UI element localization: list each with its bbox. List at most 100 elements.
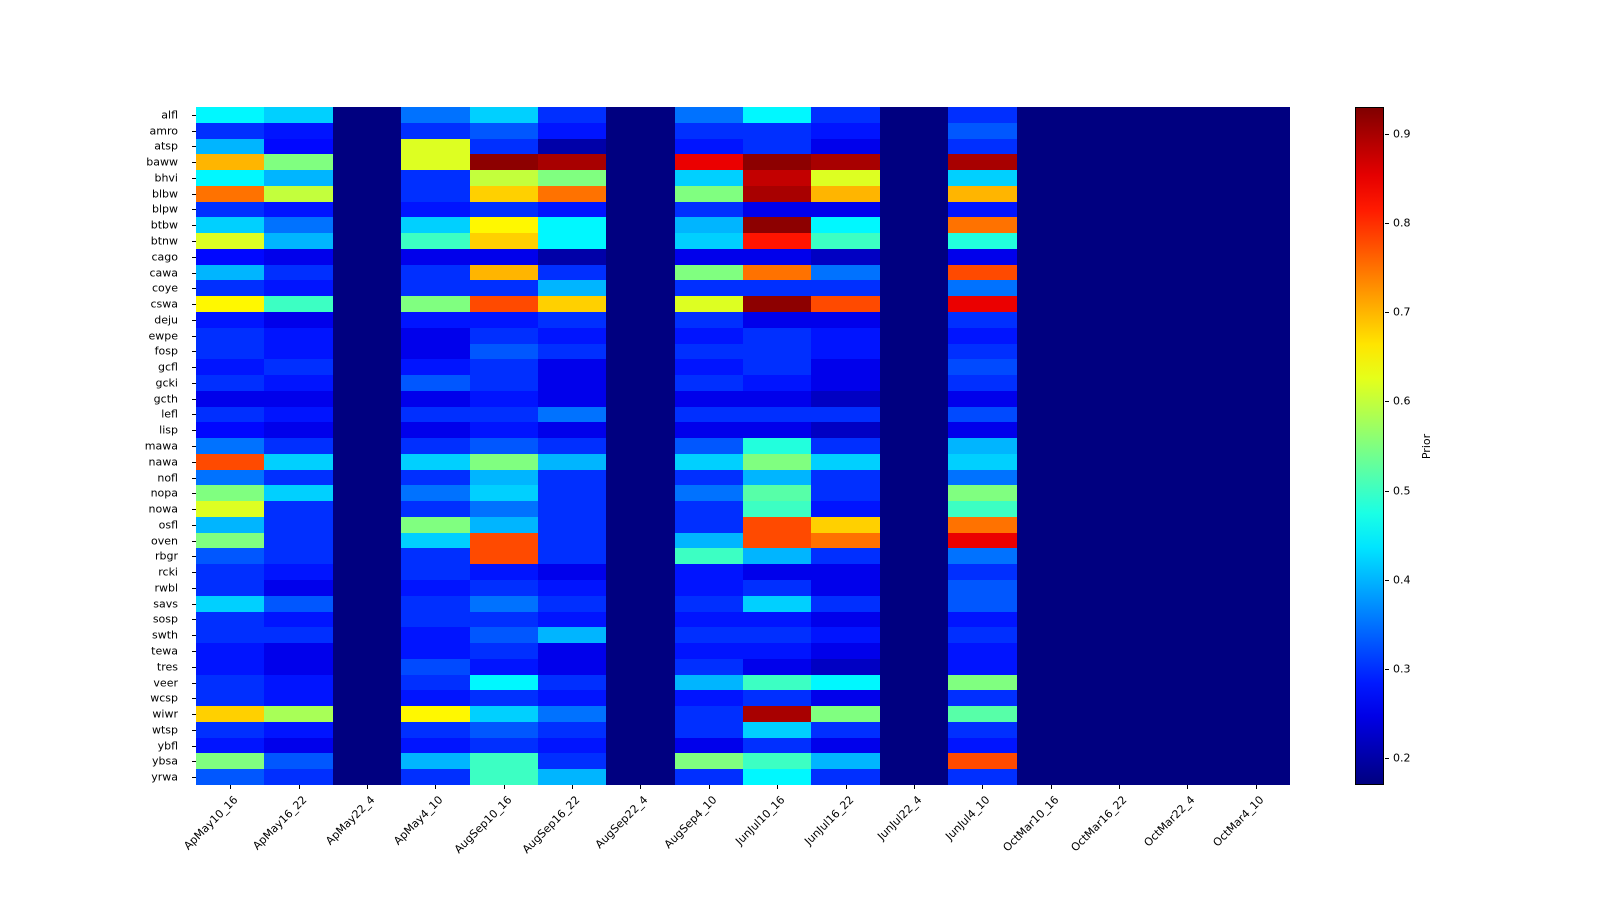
heatmap-grid: [196, 107, 1290, 785]
heatmap-cell: [811, 201, 880, 218]
y-tick-mark: [192, 398, 196, 400]
heatmap-cell: [811, 311, 880, 328]
heatmap-cell: [674, 390, 743, 407]
heatmap-cell: [469, 516, 538, 533]
y-tick-label: btbw: [150, 218, 178, 232]
heatmap-cell: [743, 296, 812, 312]
heatmap-cell: [537, 501, 607, 517]
heatmap-cell: [1016, 296, 1085, 312]
heatmap-cell: [1016, 501, 1085, 517]
heatmap-cell: [811, 359, 880, 376]
heatmap-cell: [264, 690, 333, 707]
y-tick-mark: [192, 241, 196, 243]
heatmap-cell: [264, 737, 333, 754]
heatmap-cell: [606, 248, 675, 265]
heatmap-cell: [401, 107, 470, 123]
heatmap-cell: [743, 327, 812, 344]
heatmap-cell: [537, 438, 607, 454]
y-tick-label: wtsp: [151, 723, 178, 737]
y-tick-label: btnw: [150, 234, 178, 248]
heatmap-cell: [674, 296, 743, 312]
heatmap-cell: [1016, 248, 1085, 265]
heatmap-cell: [948, 343, 1017, 360]
heatmap-cell: [264, 185, 333, 202]
y-tick-mark: [192, 556, 196, 558]
heatmap-cell: [332, 501, 402, 517]
heatmap-cell: [879, 690, 949, 707]
y-tick-mark: [192, 351, 196, 353]
heatmap-cell: [1153, 532, 1222, 549]
y-tick-label: wiwr: [152, 707, 178, 721]
heatmap-cell: [743, 690, 812, 707]
heatmap-cell: [196, 674, 265, 691]
heatmap-cell: [264, 706, 333, 722]
heatmap-cell: [1016, 595, 1085, 612]
heatmap-cell: [196, 690, 265, 707]
heatmap-cell: [948, 690, 1017, 707]
heatmap-cell: [879, 737, 949, 754]
heatmap-cell: [879, 170, 949, 186]
y-tick-mark: [192, 745, 196, 747]
heatmap-cell: [469, 706, 538, 722]
y-tick-mark: [192, 635, 196, 637]
heatmap-cell: [948, 453, 1017, 470]
heatmap-cell: [674, 233, 743, 249]
heatmap-cell: [811, 769, 880, 785]
heatmap-cell: [264, 359, 333, 376]
heatmap-cell: [332, 375, 402, 391]
heatmap-cell: [401, 359, 470, 376]
heatmap-cell: [606, 375, 675, 391]
heatmap-cell: [469, 122, 538, 139]
x-tick-mark: [913, 785, 915, 789]
heatmap-cell: [674, 706, 743, 722]
heatmap-cell: [537, 296, 607, 312]
heatmap-cell: [537, 107, 607, 123]
heatmap-cell: [1016, 485, 1085, 502]
heatmap-cell: [537, 721, 607, 738]
heatmap-cell: [1153, 122, 1222, 139]
heatmap-cell: [401, 532, 470, 549]
heatmap-cell: [674, 674, 743, 691]
heatmap-cell: [606, 327, 675, 344]
heatmap-cell: [1016, 343, 1085, 360]
heatmap-cell: [606, 296, 675, 312]
heatmap-cell: [1221, 390, 1290, 407]
heatmap-cell: [674, 248, 743, 265]
heatmap-cell: [1221, 201, 1290, 218]
heatmap-cell: [1153, 154, 1222, 171]
y-tick-mark: [192, 603, 196, 605]
heatmap-cell: [196, 154, 265, 171]
heatmap-cell: [537, 390, 607, 407]
heatmap-cell: [469, 469, 538, 486]
heatmap-cell: [1084, 769, 1154, 785]
heatmap-cell: [332, 769, 402, 785]
heatmap-cell: [879, 343, 949, 360]
heatmap-cell: [811, 107, 880, 123]
heatmap-cell: [879, 485, 949, 502]
heatmap-cell: [674, 138, 743, 155]
heatmap-cell: [1016, 453, 1085, 470]
heatmap-cell: [537, 485, 607, 502]
heatmap-cell: [196, 264, 265, 281]
y-tick-label: cago: [151, 250, 178, 264]
heatmap-cell: [674, 516, 743, 533]
heatmap-cell: [811, 138, 880, 155]
x-tick-mark: [1187, 785, 1189, 789]
heatmap-cell: [674, 721, 743, 738]
heatmap-cell: [1016, 122, 1085, 139]
heatmap-cell: [469, 201, 538, 218]
heatmap-cell: [332, 627, 402, 644]
heatmap-cell: [469, 548, 538, 565]
heatmap-cell: [1221, 280, 1290, 297]
heatmap-cell: [606, 706, 675, 722]
heatmap-cell: [743, 390, 812, 407]
heatmap-cell: [469, 375, 538, 391]
heatmap-cell: [1016, 721, 1085, 738]
heatmap-cell: [469, 327, 538, 344]
heatmap-cell: [879, 359, 949, 376]
heatmap-cell: [1084, 501, 1154, 517]
heatmap-cell: [537, 264, 607, 281]
heatmap-cell: [264, 138, 333, 155]
heatmap-cell: [537, 359, 607, 376]
heatmap-cell: [332, 170, 402, 186]
